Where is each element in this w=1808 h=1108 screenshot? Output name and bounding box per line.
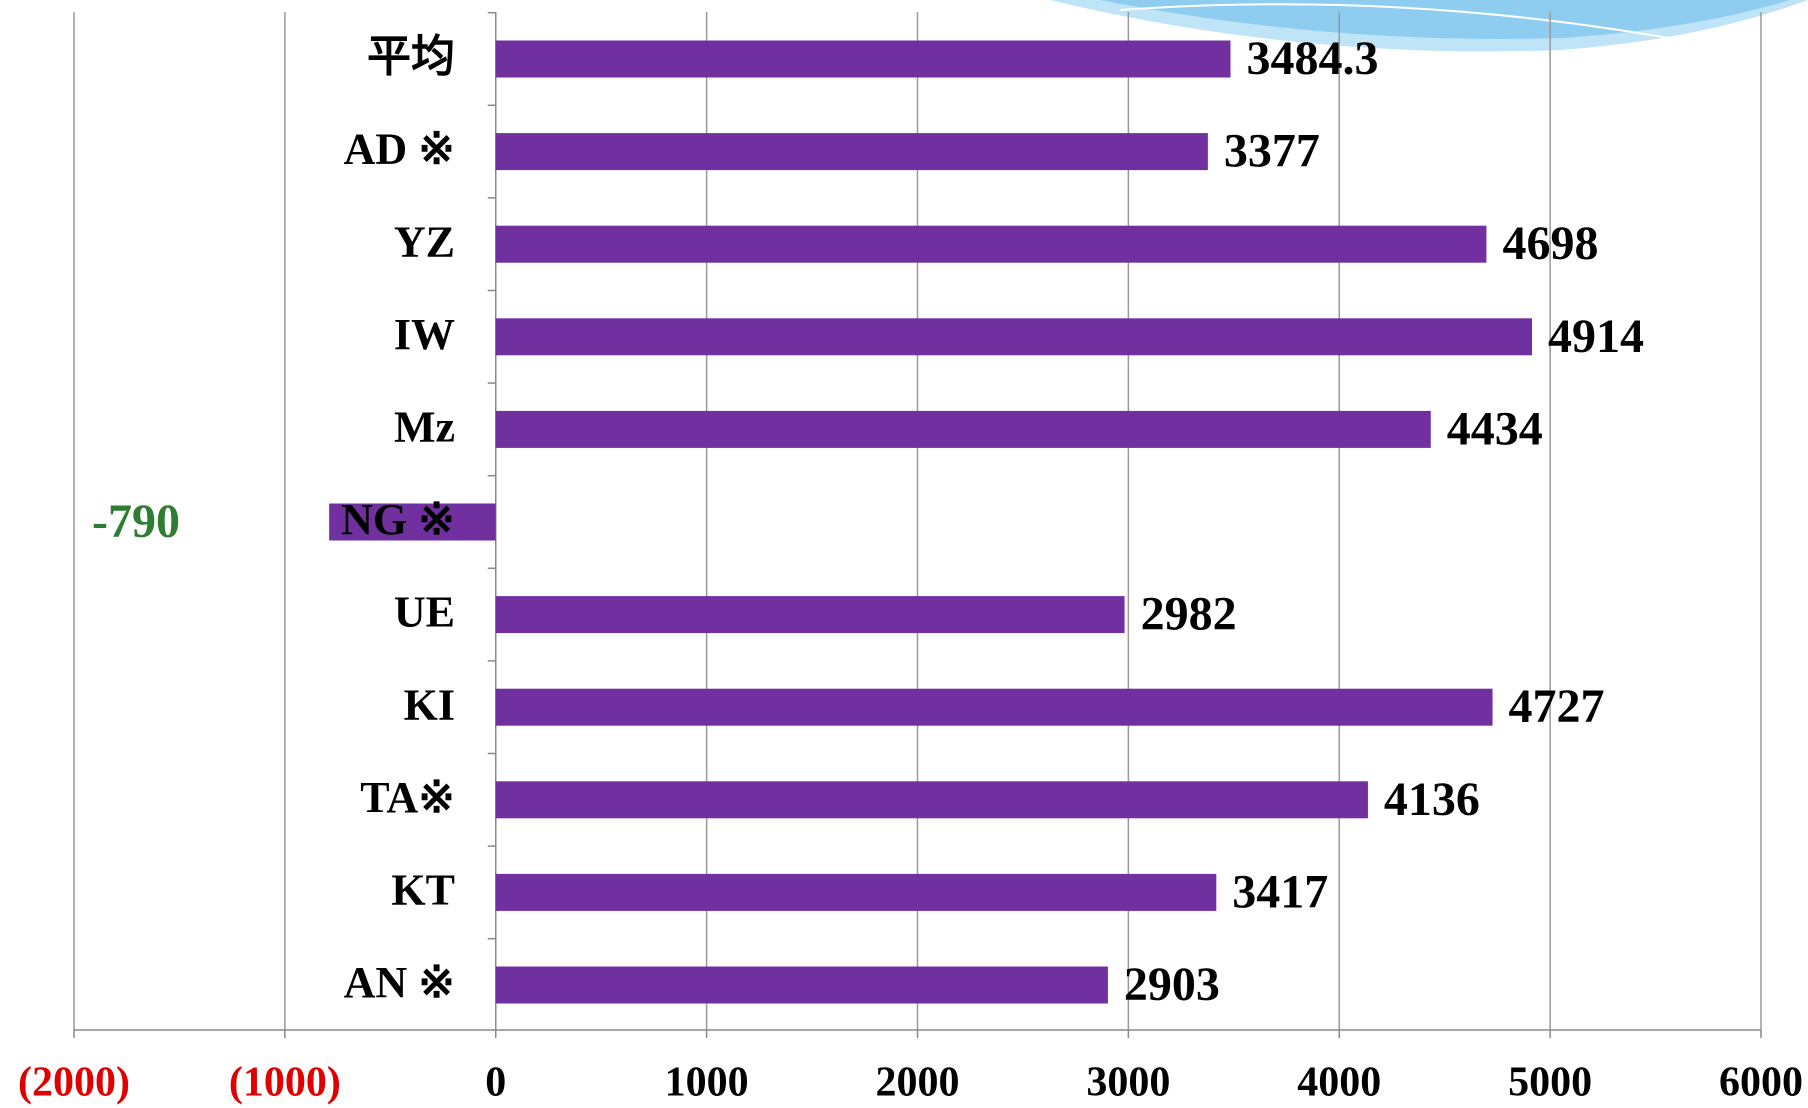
category-label: 平均 <box>367 32 455 81</box>
x-tick-label: 1000 <box>665 1060 749 1106</box>
value-label: 3377 <box>1224 125 1320 178</box>
value-label: 4434 <box>1447 402 1543 455</box>
category-label: YZ <box>394 217 455 266</box>
value-label: -790 <box>92 495 180 548</box>
x-tick-label: 3000 <box>1086 1060 1170 1106</box>
bar <box>495 873 1217 911</box>
category-label: UE <box>394 588 455 637</box>
x-tick-label: 4000 <box>1297 1060 1381 1106</box>
x-tick-label: 0 <box>485 1060 506 1106</box>
value-label: 2982 <box>1141 588 1237 641</box>
category-label: AN ※ <box>344 958 455 1007</box>
category-label: KI <box>404 680 455 729</box>
bar <box>495 966 1108 1004</box>
category-label: AD ※ <box>344 125 455 174</box>
x-tick-label: 2000 <box>876 1060 960 1106</box>
category-label: TA※ <box>360 773 455 822</box>
x-tick-label: (1000) <box>229 1060 341 1106</box>
value-label: 2903 <box>1124 958 1220 1011</box>
x-tick-label: 5000 <box>1508 1060 1592 1106</box>
bar <box>495 318 1532 356</box>
value-label: 4698 <box>1502 217 1598 270</box>
decoration <box>1050 0 1808 52</box>
bar <box>495 225 1487 263</box>
value-label: 4727 <box>1509 680 1605 733</box>
value-label: 3484.3 <box>1247 32 1379 85</box>
value-label: 3417 <box>1232 865 1328 918</box>
bar <box>495 688 1493 726</box>
category-label: KT <box>391 865 455 914</box>
value-label: 4914 <box>1548 310 1644 363</box>
x-tick-label: (2000) <box>18 1060 130 1106</box>
bar <box>495 596 1125 634</box>
bar <box>329 503 496 541</box>
bar <box>495 410 1431 448</box>
bar <box>495 781 1368 819</box>
x-tick-label: 6000 <box>1719 1060 1803 1106</box>
bar <box>495 40 1231 78</box>
value-label: 4136 <box>1384 773 1480 826</box>
bar <box>495 133 1208 171</box>
category-label: Mz <box>394 402 455 451</box>
category-label: IW <box>394 310 455 359</box>
category-label: NG ※ <box>341 495 455 544</box>
